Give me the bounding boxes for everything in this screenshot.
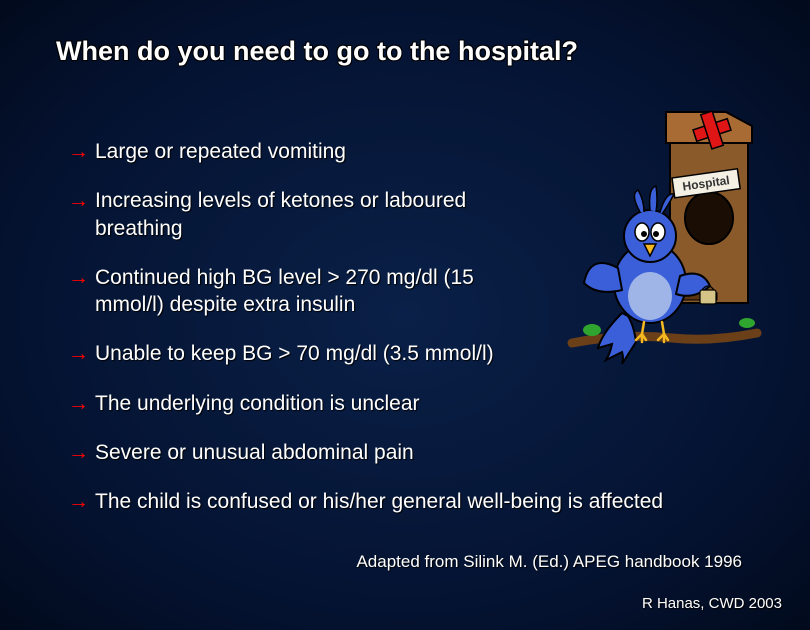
arrow-icon: → [68, 340, 89, 367]
bullet-item: →The child is confused or his/her genera… [68, 488, 748, 515]
bullet-item: →Severe or unusual abdominal pain [68, 439, 748, 466]
credit-text: R Hanas, CWD 2003 [642, 595, 782, 612]
arrow-icon: → [68, 138, 89, 165]
bullet-list: →Large or repeated vomiting→Increasing l… [68, 138, 748, 538]
slide-title: When do you need to go to the hospital? [56, 36, 578, 67]
bullet-item: →Unable to keep BG > 70 mg/dl (3.5 mmol/… [68, 340, 748, 367]
bullet-text: Increasing levels of ketones or laboured… [95, 187, 515, 242]
bullet-item: →Large or repeated vomiting [68, 138, 748, 165]
citation-text: Adapted from Silink M. (Ed.) APEG handbo… [356, 552, 742, 572]
bullet-item: →The underlying condition is unclear [68, 390, 748, 417]
bullet-item: →Increasing levels of ketones or laboure… [68, 187, 748, 242]
arrow-icon: → [68, 187, 89, 214]
bullet-item: →Continued high BG level > 270 mg/dl (15… [68, 264, 748, 319]
bullet-text: Continued high BG level > 270 mg/dl (15 … [95, 264, 515, 319]
bullet-text: The child is confused or his/her general… [95, 488, 663, 515]
bullet-text: Severe or unusual abdominal pain [95, 439, 414, 466]
arrow-icon: → [68, 488, 89, 515]
bullet-text: Unable to keep BG > 70 mg/dl (3.5 mmol/l… [95, 340, 494, 367]
arrow-icon: → [68, 390, 89, 417]
bullet-text: The underlying condition is unclear [95, 390, 420, 417]
bullet-text: Large or repeated vomiting [95, 138, 346, 165]
arrow-icon: → [68, 264, 89, 291]
arrow-icon: → [68, 439, 89, 466]
